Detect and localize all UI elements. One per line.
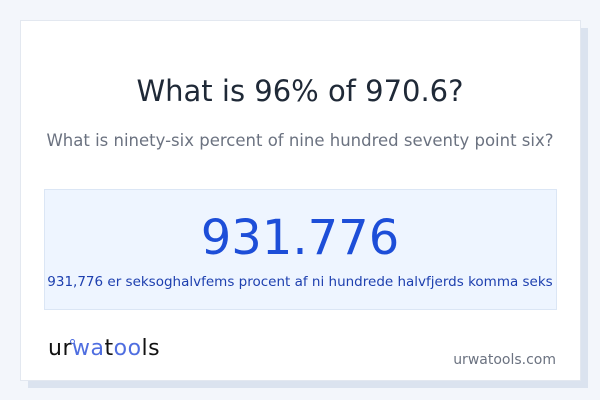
logo-part: wa [72, 336, 105, 361]
site-link[interactable]: urwatools.com [453, 352, 556, 368]
result-box [44, 189, 557, 310]
logo-part: ur [48, 336, 72, 361]
page-title: What is 96% of 970.6? [136, 74, 464, 108]
urwatools-logo[interactable]: urwatools [48, 336, 160, 361]
logo-part: t [104, 336, 114, 361]
logo-part: ls [141, 336, 161, 361]
result-value: 931.776 [200, 210, 400, 266]
logo-part: oo [113, 336, 142, 361]
page-subtitle: What is ninety-six percent of nine hundr… [46, 131, 554, 150]
result-words: 931,776 er seksoghalvfems procent af ni … [47, 274, 553, 290]
